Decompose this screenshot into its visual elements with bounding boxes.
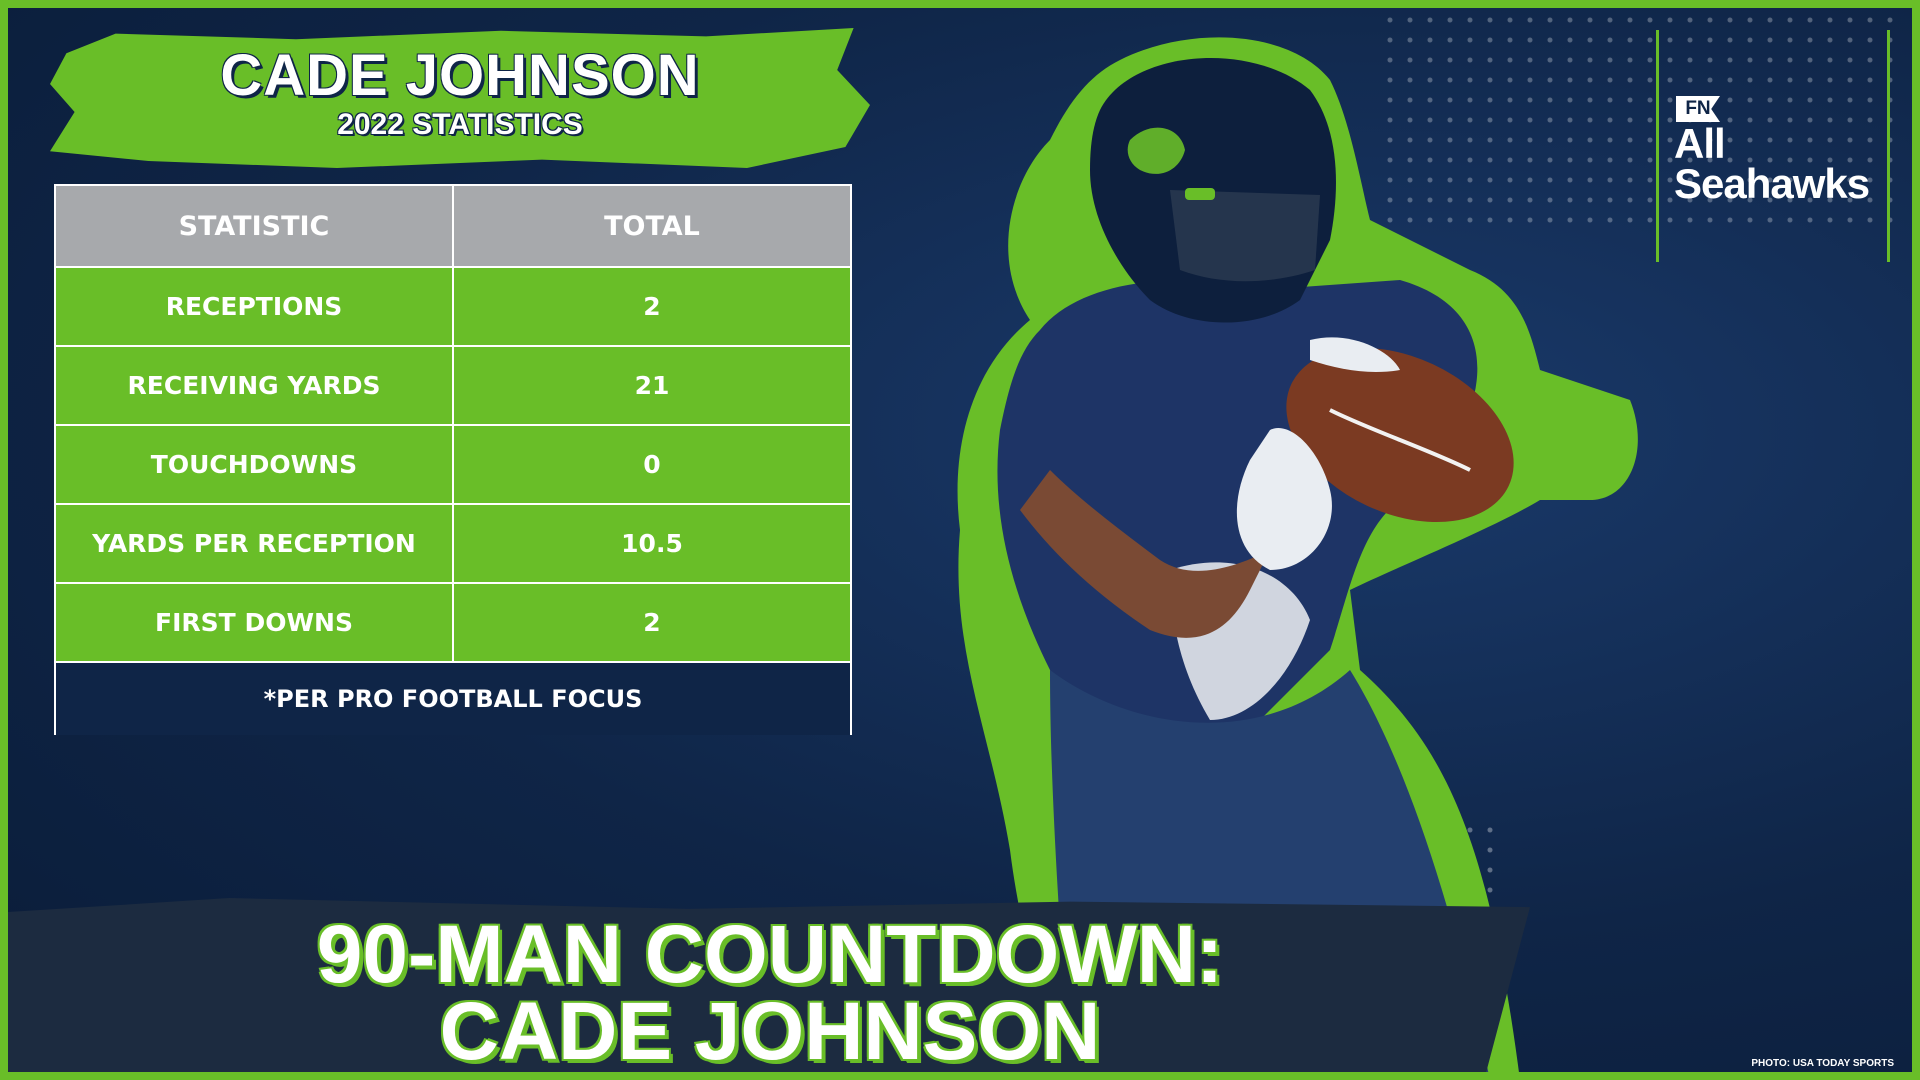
table-row: RECEPTIONS 2 (54, 266, 852, 347)
table-row: FIRST DOWNS 2 (54, 582, 852, 663)
stat-label: FIRST DOWNS (54, 582, 454, 663)
stat-label: YARDS PER RECEPTION (54, 503, 454, 584)
stat-label: TOUCHDOWNS (54, 424, 454, 505)
headline-band (0, 898, 1530, 1080)
headline-line-1: 90-MAN COUNTDOWN: (316, 909, 1224, 1000)
source-row: *PER PRO FOOTBALL FOCUS (54, 662, 852, 735)
logo-frame (1656, 30, 1890, 262)
stats-table: STATISTIC TOTAL RECEPTIONS 2 RECEIVING Y… (54, 184, 852, 735)
table-row: TOUCHDOWNS 0 (54, 424, 852, 505)
arm (1020, 470, 1270, 638)
stat-value: 10.5 (452, 503, 852, 584)
stat-value: 2 (452, 582, 852, 663)
stat-value: 21 (452, 345, 852, 426)
table-header-row: STATISTIC TOTAL (54, 184, 852, 268)
header-statistic: STATISTIC (54, 184, 454, 268)
glove (1236, 337, 1400, 570)
banner-title: CADE JOHNSON (220, 43, 700, 108)
stat-label: RECEIVING YARDS (54, 345, 454, 426)
stat-value: 2 (452, 266, 852, 347)
title-banner (50, 28, 870, 168)
table-row: RECEIVING YARDS 21 (54, 345, 852, 426)
logo-text-all: All (1674, 120, 1726, 167)
stat-label: RECEPTIONS (54, 266, 454, 347)
table-row: YARDS PER RECEPTION 10.5 (54, 503, 852, 584)
header-total: TOTAL (452, 184, 852, 268)
banner-subtitle: 2022 STATISTICS (337, 108, 583, 141)
stat-value: 0 (452, 424, 852, 505)
logo-text-seahawks: Seahawks (1674, 160, 1870, 207)
football (1286, 347, 1514, 523)
helmet (1090, 57, 1336, 323)
dot-pattern-top-right (1380, 10, 1900, 230)
photo-credit: PHOTO: USA TODAY SPORTS (1751, 1058, 1894, 1069)
source-note: *PER PRO FOOTBALL FOCUS (54, 662, 852, 735)
headline-line-2: CADE JOHNSON (439, 986, 1101, 1077)
